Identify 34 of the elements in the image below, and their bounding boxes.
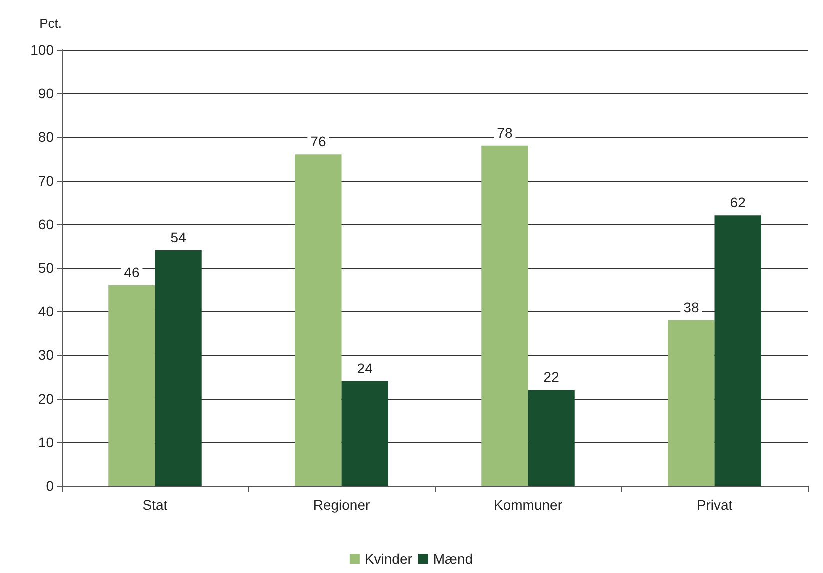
y-axis-title: Pct. [40,16,62,31]
bar [108,285,156,486]
bar [342,381,388,486]
bar [295,154,342,486]
data-label: 54 [170,230,187,246]
x-tick-label: Regioner [313,497,370,513]
y-tick-label: 10 [38,434,54,450]
y-tick-label: 100 [30,42,54,58]
data-label: 46 [124,264,140,280]
data-label: 76 [310,134,326,150]
data-label: 24 [357,360,374,376]
legend-label: Kvinder [364,551,413,567]
x-tick-label: Stat [142,497,168,513]
data-label: 78 [497,124,513,141]
x-tick-label: Privat [696,497,733,513]
bar [668,320,715,486]
x-tick-label: Kommuner [494,497,563,513]
bar [714,216,762,486]
data-label: 38 [684,299,700,316]
y-tick-label: 20 [38,390,54,407]
y-tick-label: 30 [38,347,54,364]
data-label: 22 [544,369,560,386]
bar [155,250,202,486]
y-tick-label: 80 [38,129,54,146]
legend-label: Mænd [433,551,474,567]
y-tick-label: 40 [38,304,54,320]
y-tick-label: 70 [38,172,54,189]
bar [528,390,575,486]
y-tick-label: 50 [38,260,54,276]
bar [482,146,528,486]
y-tick-label: 90 [38,86,54,102]
y-tick-label: 60 [38,216,54,232]
y-tick-label: 0 [46,478,54,494]
data-label: 62 [730,194,746,211]
